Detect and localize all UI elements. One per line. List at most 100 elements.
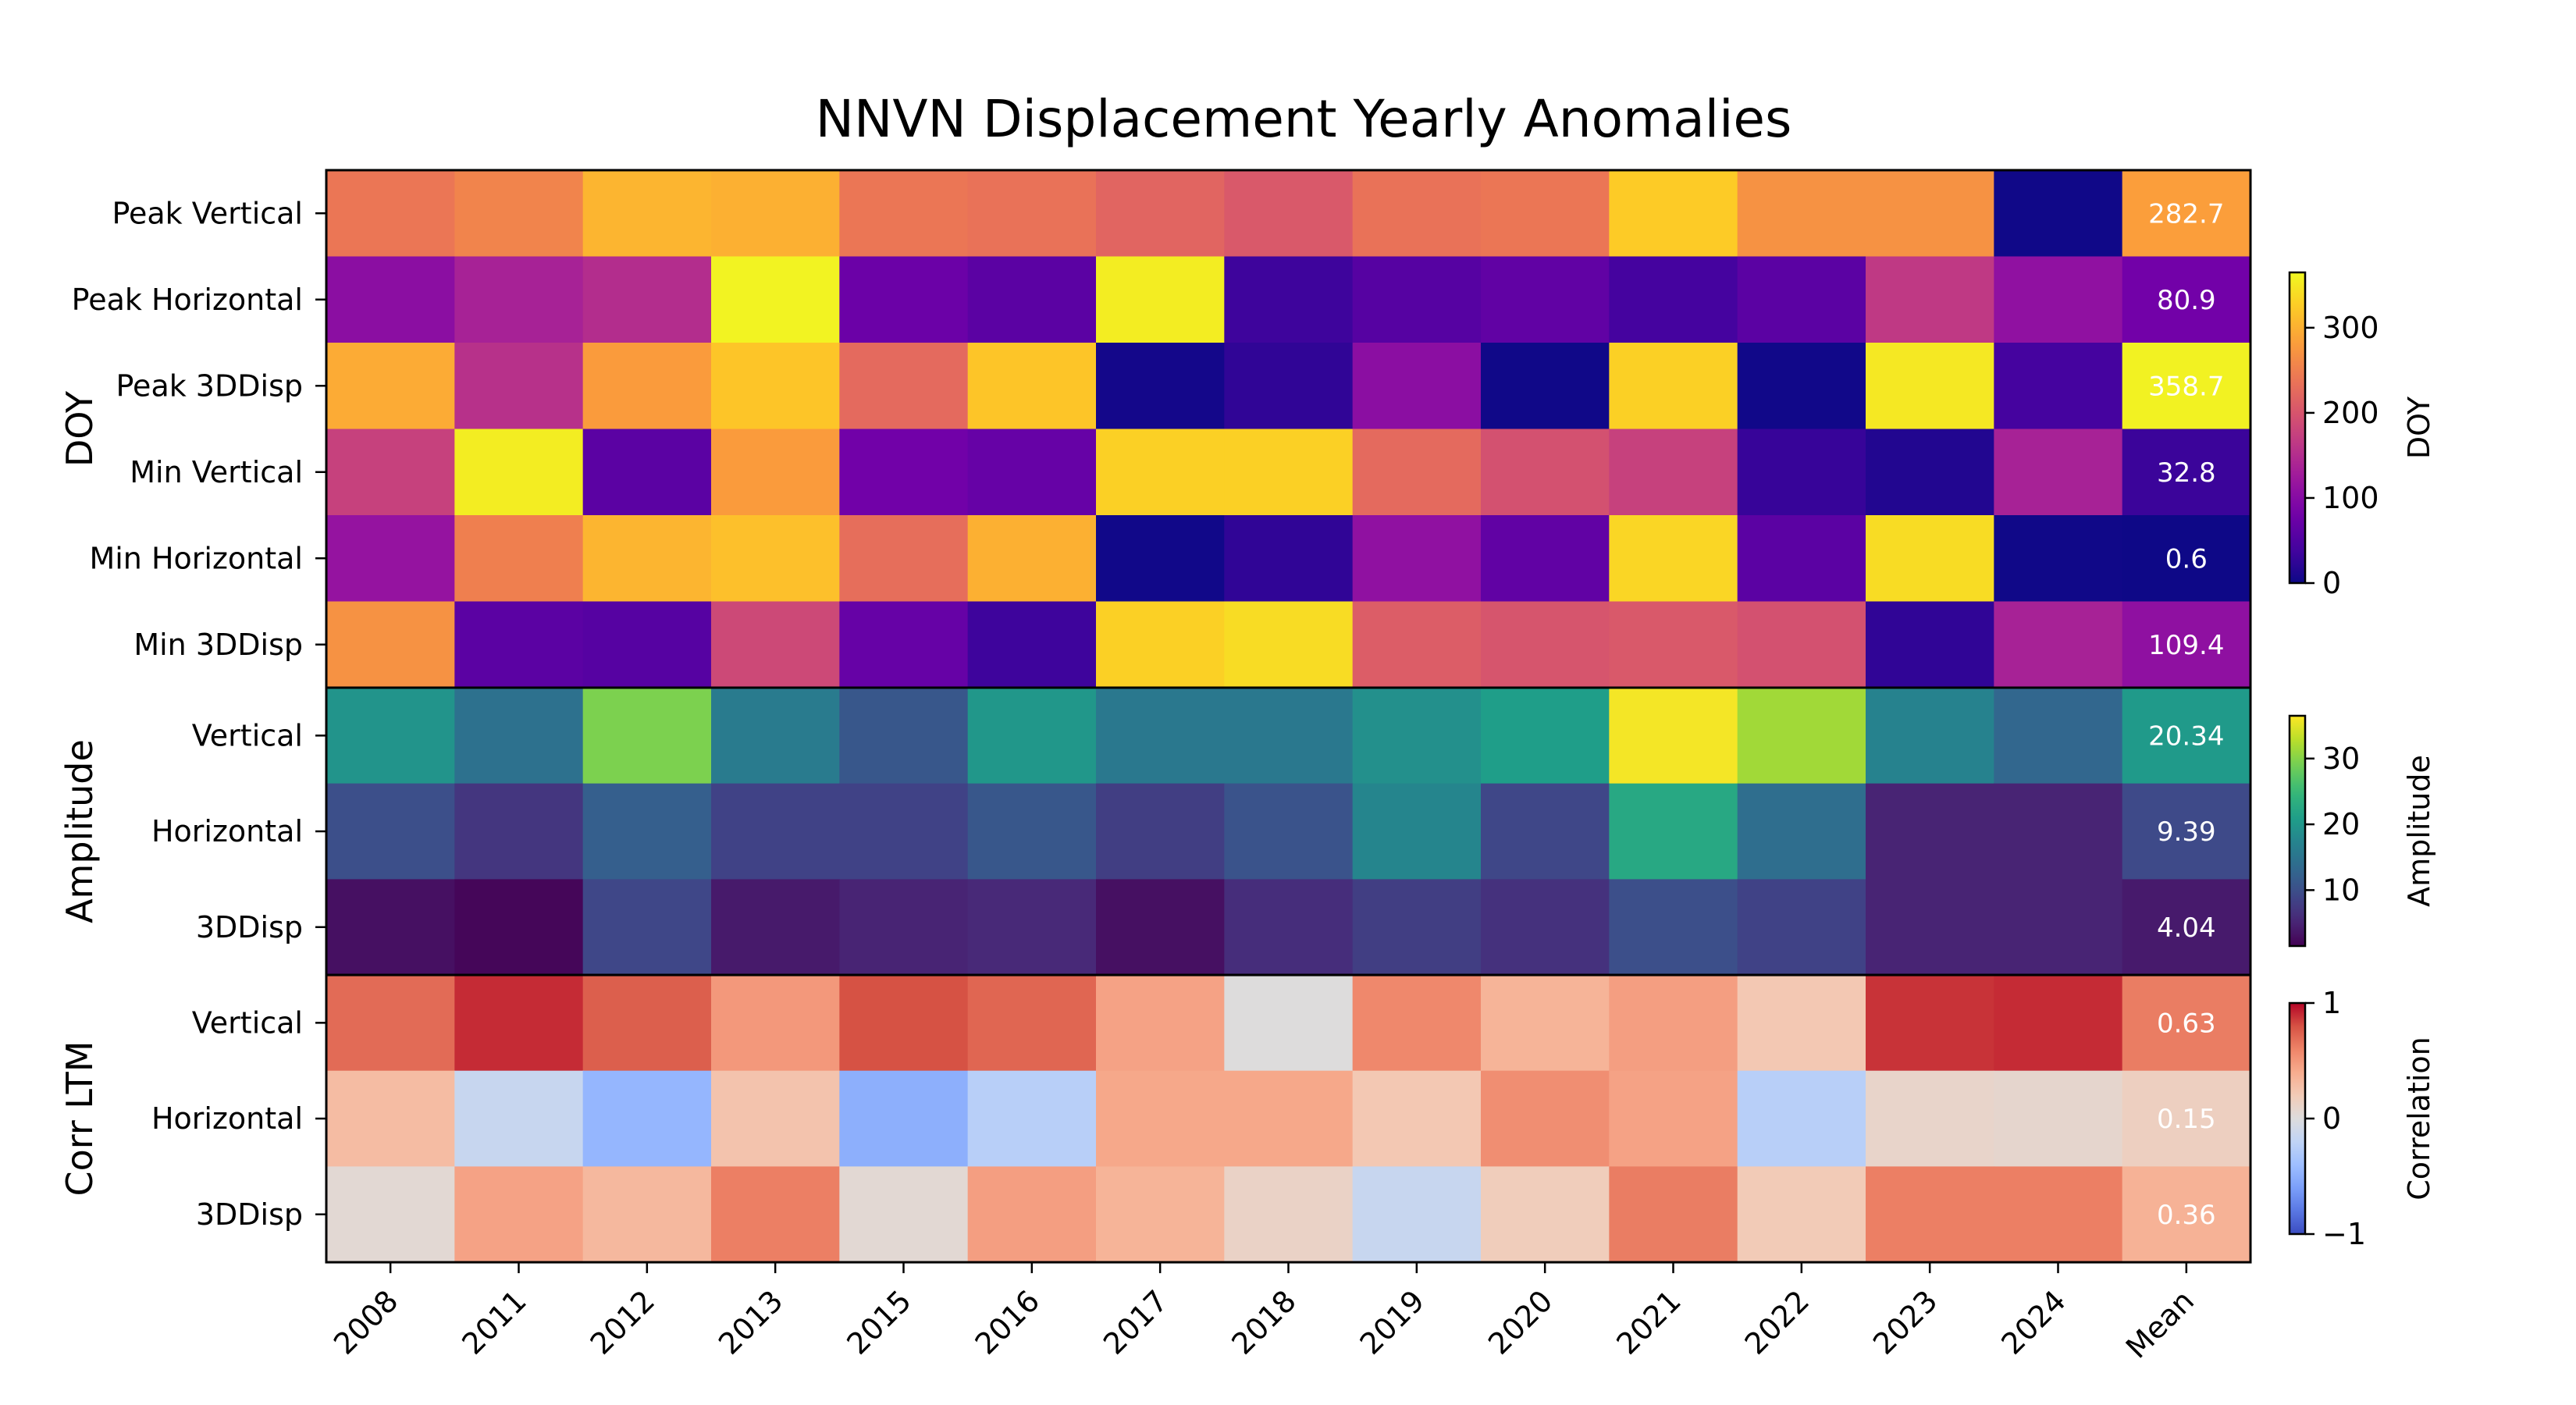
heatmap-cell [711,1166,840,1263]
x-tick-label: 2015 [840,1283,918,1361]
row-label: Peak Horizontal [72,283,303,317]
heatmap-cell [711,601,840,688]
heatmap-cell [1096,429,1225,516]
heatmap-cell [454,515,584,603]
heatmap-cell [1481,429,1610,516]
x-tick-label: 2011 [455,1283,533,1361]
heatmap-cell [839,1070,969,1167]
heatmap-cell [1481,515,1610,603]
heatmap-cell [839,429,969,516]
heatmap-cell [1737,975,1866,1072]
heatmap-cell [1352,1166,1482,1263]
group-labels: DOY Amplitude Corr LTM [59,390,101,1197]
heatmap-cell [2122,429,2251,516]
heatmap-cell [1224,879,1354,976]
x-tick-label: 2018 [1225,1283,1303,1361]
colorbar-tick-label: 0 [2322,566,2341,600]
heatmap-cell [326,688,455,784]
x-tick-label: 2008 [327,1283,405,1361]
heatmap-cell [2122,601,2251,688]
heatmap-cell [1352,515,1482,603]
heatmap-cell [326,256,455,343]
heatmap-cell [1096,601,1225,688]
heatmap-cell [1481,688,1610,784]
heatmap-cell [1866,1070,1994,1167]
heatmap-cell [711,343,840,430]
heatmap-cell [1609,1166,1738,1263]
row-label: Vertical [192,718,303,752]
heatmap-cell [1994,601,2123,688]
heatmap-cell [326,170,455,258]
heatmap-cell [1737,343,1866,430]
heatmap-cell [454,1070,584,1167]
heatmap-cell [582,429,712,516]
heatmap-cell [1481,256,1610,343]
heatmap-cell [1994,975,2123,1072]
colorbar-label: Correlation [2402,1037,2436,1200]
heatmap-cell [2122,783,2251,880]
heatmap-cell [1481,783,1610,880]
heatmap-cell [967,1070,1097,1167]
heatmap-cell [839,343,969,430]
heatmap-cell [1609,601,1738,688]
x-tick-label: 2012 [584,1283,662,1361]
row-label: 3DDisp [196,1197,303,1232]
heatmap-cell [1737,256,1866,343]
heatmap-cell [454,688,584,784]
row-labels: Peak Vertical Peak Horizontal Peak 3DDisp M… [72,196,326,1232]
colorbar [2288,714,2307,948]
heatmap-cell [1609,975,1738,1072]
x-tick-label: 2016 [969,1283,1047,1361]
heatmap-cell [582,170,712,258]
heatmap-cell [1481,1166,1610,1263]
heatmap-cell [1737,1070,1866,1167]
heatmap-cell [1224,170,1354,258]
heatmap-cell [711,1070,840,1167]
heatmap-cell [1609,343,1738,430]
heatmap-cell [1352,1070,1482,1167]
x-tick-label: 2020 [1482,1283,1560,1361]
heatmap-cell [326,515,455,603]
group-label: Amplitude [59,739,101,923]
heatmap-cell [839,879,969,976]
heatmap-cell [1481,975,1610,1072]
heatmap-cell [1866,170,1994,258]
mean-value-label: 358.7 [2148,371,2224,402]
heatmap-cell [326,1166,455,1263]
heatmap-cell [2122,879,2251,976]
heatmap-cell [967,343,1097,430]
mean-value-label: 4.04 [2157,912,2216,944]
heatmap-cell [1096,256,1225,343]
heatmap-cell [1352,429,1482,516]
heatmap-cell [454,783,584,880]
heatmap-cell [1737,688,1866,784]
heatmap-cell [582,256,712,343]
heatmap-cell [1609,688,1738,784]
heatmap-cell [1609,429,1738,516]
heatmap-cell [1609,879,1738,976]
colorbar-tick-label: 10 [2322,873,2360,907]
heatmap-cell [967,515,1097,603]
row-label: Min 3DDisp [133,628,303,662]
heatmap-cell [582,783,712,880]
heatmap-cell [1481,601,1610,688]
heatmap-cell [454,256,584,343]
heatmap-cell [582,688,712,784]
heatmap-cell [1352,975,1482,1072]
heatmap-cell [967,429,1097,516]
heatmap-cell [839,256,969,343]
heatmap-cell [2122,975,2251,1072]
heatmap-cell [454,1166,584,1263]
heatmap-cell [582,975,712,1072]
colorbar-tick-label: 1 [2322,986,2341,1020]
heatmap-cell [454,343,584,430]
heatmap-cell [582,601,712,688]
heatmap-cell [1096,975,1225,1072]
heatmap-cell [1481,879,1610,976]
colorbar-label: Amplitude [2402,755,2436,907]
heatmap-cell [2122,515,2251,603]
heatmap-cell [454,429,584,516]
heatmap-cell [967,783,1097,880]
mean-value-label: 0.36 [2157,1200,2216,1231]
